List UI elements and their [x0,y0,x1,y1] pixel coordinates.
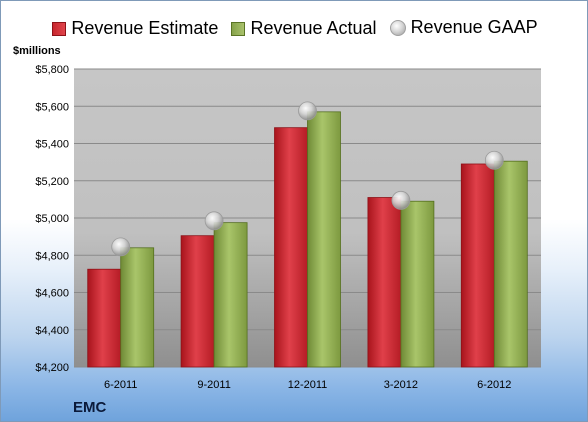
bar-revenue-estimate [367,197,402,368]
company-label: EMC [73,399,107,416]
y-tick-label: $5,400 [35,139,69,151]
chart-legend: Revenue Estimate Revenue Actual Revenue … [1,17,587,41]
legend-item-gaap: Revenue GAAP [389,17,538,38]
legend-item-actual: Revenue Actual [231,18,377,39]
bar-revenue-actual [120,247,155,368]
y-tick-label: $4,600 [35,288,69,300]
bar-revenue-actual [400,200,435,368]
bar-revenue-estimate [87,268,122,368]
legend-label-actual: Revenue Actual [250,18,377,38]
y-tick-label: $5,600 [35,101,69,113]
y-axis-ticks: $4,200 $4,400 $4,600 $4,800 $5,000 $5,200 $5,4… [35,64,69,374]
y-axis-unit-label: $millions [13,45,61,57]
x-axis-ticks: 6-2011 9-2011 12-2011 3-2012 6-2012 [104,379,511,391]
legend-swatch-gaap [389,19,406,36]
y-tick-label: $5,200 [35,176,69,188]
marker-revenue-gaap [298,101,317,121]
y-tick-label: $5,000 [35,213,69,225]
bar-revenue-estimate [180,235,215,368]
bar-revenue-actual [213,222,248,368]
bar-revenue-estimate [460,163,495,368]
y-tick-label: $4,200 [35,362,69,374]
legend-item-estimate: Revenue Estimate [52,18,218,39]
marker-revenue-gaap [484,150,504,170]
legend-swatch-estimate [52,21,67,36]
bar-revenue-estimate [274,127,308,368]
legend-label-gaap: Revenue GAAP [410,17,538,37]
legend-swatch-actual [231,21,246,36]
x-tick-label: 3-2012 [384,379,418,391]
y-tick-label: $5,800 [35,64,69,76]
x-tick-label: 6-2012 [477,379,511,391]
y-tick-label: $4,400 [35,325,69,337]
x-tick-label: 6-2011 [104,379,137,391]
bars [87,111,528,368]
marker-revenue-gaap [111,237,131,257]
x-tick-label: 9-2011 [197,379,230,391]
legend-label-estimate: Revenue Estimate [71,18,219,38]
y-tick-label: $4,800 [35,250,69,262]
bar-revenue-actual [307,111,341,368]
marker-revenue-gaap [204,211,224,231]
marker-revenue-gaap [391,190,411,210]
x-tick-label: 12-2011 [288,379,328,391]
bar-revenue-actual [493,160,528,368]
gaap-markers [111,101,504,257]
